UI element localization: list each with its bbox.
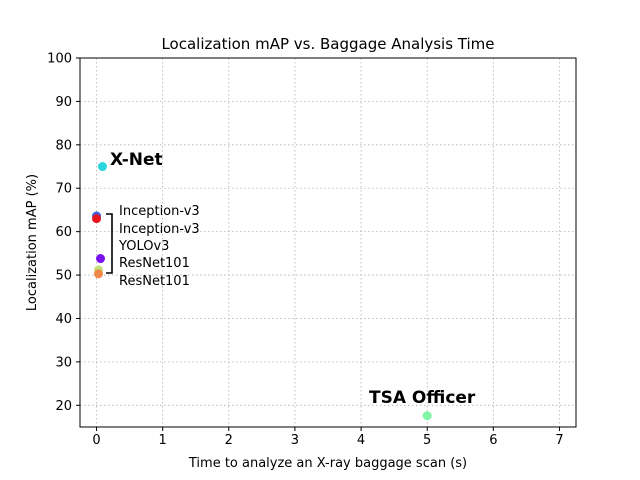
y-tick-label: 90 bbox=[55, 95, 72, 110]
x-axis-label: Time to analyze an X-ray baggage scan (s… bbox=[188, 456, 467, 471]
x-tick-label: 1 bbox=[159, 433, 167, 448]
annotation-inception-v3-2: Inception-v3 bbox=[119, 222, 200, 237]
y-tick-label: 100 bbox=[47, 52, 72, 67]
y-tick-label: 40 bbox=[55, 312, 72, 327]
annotation-resnet101-2: ResNet101 bbox=[119, 274, 190, 289]
x-tick-label: 6 bbox=[489, 433, 497, 448]
chart-title: Localization mAP vs. Baggage Analysis Ti… bbox=[161, 35, 494, 53]
annotation-tsa-officer: TSA Officer bbox=[369, 388, 476, 408]
y-axis-label: Localization mAP (%) bbox=[25, 174, 40, 311]
annotation-inception-v3-1: Inception-v3 bbox=[119, 204, 200, 219]
x-tick-label: 4 bbox=[357, 433, 365, 448]
data-point bbox=[97, 162, 107, 172]
y-tick-label: 70 bbox=[55, 182, 72, 197]
annotation-resnet101-1: ResNet101 bbox=[119, 256, 190, 271]
annotation-yolov3: YOLOv3 bbox=[118, 239, 169, 254]
axis-ticks: 0 1 2 3 4 5 6 7 20 30 40 50 60 70 80 90 100 bbox=[47, 52, 563, 449]
y-tick-label: 60 bbox=[55, 225, 72, 240]
annotation-xnet: X-Net bbox=[110, 150, 163, 170]
scatter-points bbox=[92, 162, 432, 421]
group-bracket bbox=[106, 213, 113, 274]
y-tick-label: 80 bbox=[55, 138, 72, 153]
x-tick-label: 7 bbox=[555, 433, 563, 448]
y-tick-label: 20 bbox=[55, 399, 72, 414]
x-tick-label: 2 bbox=[225, 433, 233, 448]
data-point bbox=[422, 411, 432, 421]
data-point bbox=[94, 269, 104, 279]
x-tick-label: 3 bbox=[291, 433, 299, 448]
y-tick-label: 30 bbox=[55, 355, 72, 370]
x-tick-label: 0 bbox=[92, 433, 100, 448]
data-point bbox=[92, 214, 102, 224]
plot-frame bbox=[79, 57, 577, 428]
y-tick-label: 50 bbox=[55, 269, 72, 284]
data-point bbox=[96, 254, 106, 264]
x-tick-label: 5 bbox=[423, 433, 431, 448]
